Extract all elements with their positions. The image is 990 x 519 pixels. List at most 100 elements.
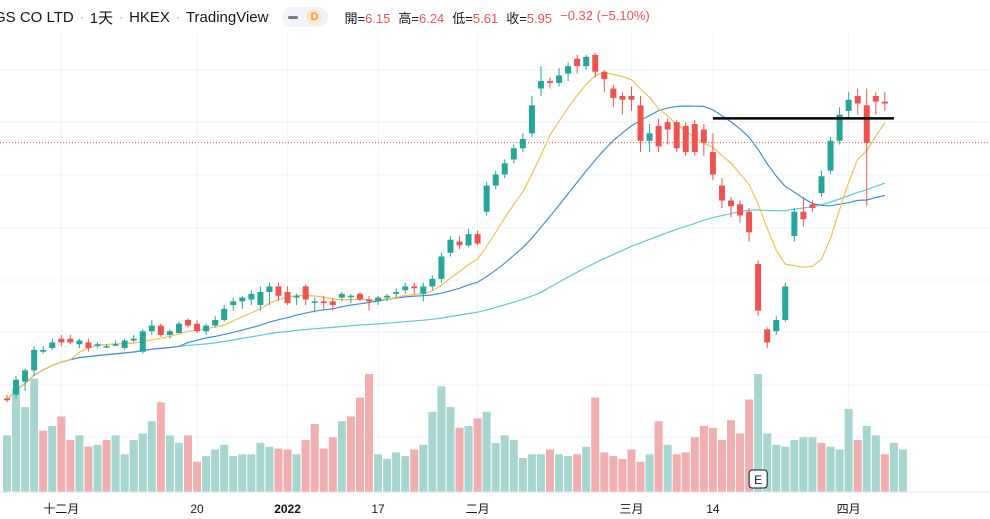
volume-bar [781,446,790,492]
candle-body [302,286,309,300]
volume-bar [337,421,346,492]
candle-body [438,256,445,279]
candle-body [320,301,327,304]
volume-bar [247,454,256,492]
volume-bar [880,454,889,492]
close-label: 收= [506,10,527,26]
candle-body [266,286,273,292]
candle-body [465,234,472,246]
volume-bar [654,421,663,492]
volume-bar [582,446,591,492]
volume-bar [57,416,66,492]
x-tick-label: 四月 [837,502,861,516]
volume-bar [401,456,410,492]
candle-body [628,96,635,100]
volume-bar [111,435,120,492]
candle-body [121,340,128,348]
candle-body [203,325,210,332]
candle-body [194,323,201,332]
candle-body [583,56,590,67]
candle-body [139,331,146,352]
volume-bar [681,452,690,492]
volume-bar [518,458,527,492]
candle-body [85,342,92,348]
separator-dot: · [79,10,84,24]
candle-body [329,301,336,306]
volume-bar [138,433,147,492]
volume-bar [383,458,392,492]
chart-header: GS CO LTD · 1天 · HKEX · TradingView D 開=… [0,0,990,34]
source-label: TradingView [185,8,269,26]
volume-bar [555,454,564,492]
candle-body [40,349,47,352]
candle-body [764,329,771,343]
volume-bar [546,449,554,492]
candle-body [130,338,137,341]
volume-bar [165,435,174,492]
x-tick-label: 二月 [466,502,490,516]
volume-bar [898,449,907,492]
ohlc-readout: 開=6.15 高=6.24 低=5.61 收=5.95 −0.32 (−5.10… [344,8,649,27]
volume-bar [129,440,138,492]
earnings-marker-label: E [754,473,762,487]
candle-body [338,293,345,298]
candle-body [800,211,807,220]
candle-body [664,122,671,130]
volume-bar [283,449,292,492]
candle-body [483,185,490,212]
interval-label[interactable]: 1天 [89,9,114,27]
high-label: 高= [398,10,419,26]
volume-bar [446,407,455,492]
volume-bar [319,448,328,492]
candle-body [637,105,644,141]
candle-body [239,297,246,302]
volume-bar [862,425,871,492]
candle-body [537,81,544,89]
visibility-icon [288,15,299,19]
volume-bar [310,424,319,492]
candle-body [275,286,282,296]
candle-body [311,301,318,303]
volume-bar [102,440,111,492]
volume-bar [365,374,373,492]
candle-body [148,325,155,332]
volume-bar [419,444,428,492]
volume-bar [346,416,355,492]
status-pill[interactable]: D [282,7,329,27]
volume-bar [174,442,183,492]
volume-bar [509,440,518,492]
volume-bar [238,454,247,492]
candle-body [755,264,762,311]
candle-body [791,211,798,236]
volume-bar [75,435,84,492]
candle-body [4,398,10,401]
candle-body [565,66,572,74]
volume-bar [708,427,717,492]
candle-body [58,338,65,343]
volume-bar [790,440,799,492]
volume-bar [355,397,364,492]
candle-body [492,174,499,186]
volume-bar [618,458,627,492]
volume-bar [473,418,482,492]
volume-bar [754,374,763,492]
volume-bar [835,449,844,492]
candle-body [67,338,74,343]
candle-body [646,133,653,141]
symbol-name[interactable]: GS CO LTD [0,8,74,26]
candle-body [356,293,363,300]
candle-body [836,114,843,141]
candle-body [31,349,38,371]
candle-body [456,241,463,246]
volume-bar [30,378,39,492]
candle-body [293,295,300,298]
volume-bar [699,425,708,492]
volume-bar [853,440,862,492]
volume-bar [93,444,102,492]
volume-bar [66,440,75,492]
candle-body [854,96,861,104]
candle-body [257,292,264,306]
x-tick-label: 三月 [619,502,643,516]
volume-bar [817,442,826,492]
